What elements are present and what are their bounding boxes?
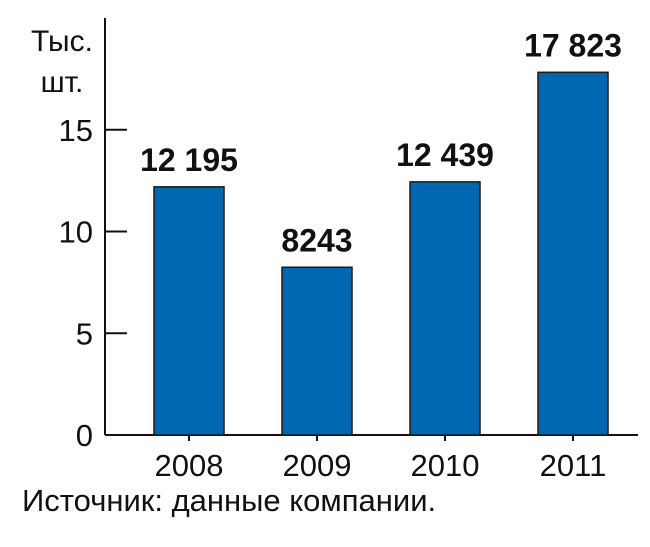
bar-2008 — [153, 186, 225, 436]
data-labels: 12 195 8243 12 439 17 823 — [140, 27, 622, 258]
y-tick-label: 0 — [76, 418, 93, 453]
y-tick-label: 15 — [59, 113, 93, 148]
x-tick-label: 2010 — [411, 448, 480, 483]
y-axis-label-line1: Тыс. — [31, 25, 93, 58]
bar-2009 — [281, 266, 353, 436]
data-label: 17 823 — [524, 27, 622, 63]
x-tick-label: 2011 — [540, 448, 607, 483]
y-ticks: 0 5 10 15 — [59, 113, 127, 453]
data-label: 12 195 — [140, 142, 238, 178]
x-ticks: 2008 2009 2010 2011 — [155, 435, 607, 483]
x-tick-label: 2009 — [283, 448, 352, 483]
bar-2010 — [409, 181, 481, 436]
bars — [153, 71, 609, 436]
x-tick-label: 2008 — [155, 448, 224, 483]
data-label: 12 439 — [396, 137, 494, 173]
source-note: Источник: данные компании. — [22, 483, 436, 518]
y-tick-label: 10 — [59, 215, 93, 250]
y-axis-label-line2: шт. — [41, 66, 84, 99]
data-label: 8243 — [281, 222, 352, 258]
bar-2011 — [537, 71, 609, 436]
y-tick-label: 5 — [76, 316, 93, 351]
